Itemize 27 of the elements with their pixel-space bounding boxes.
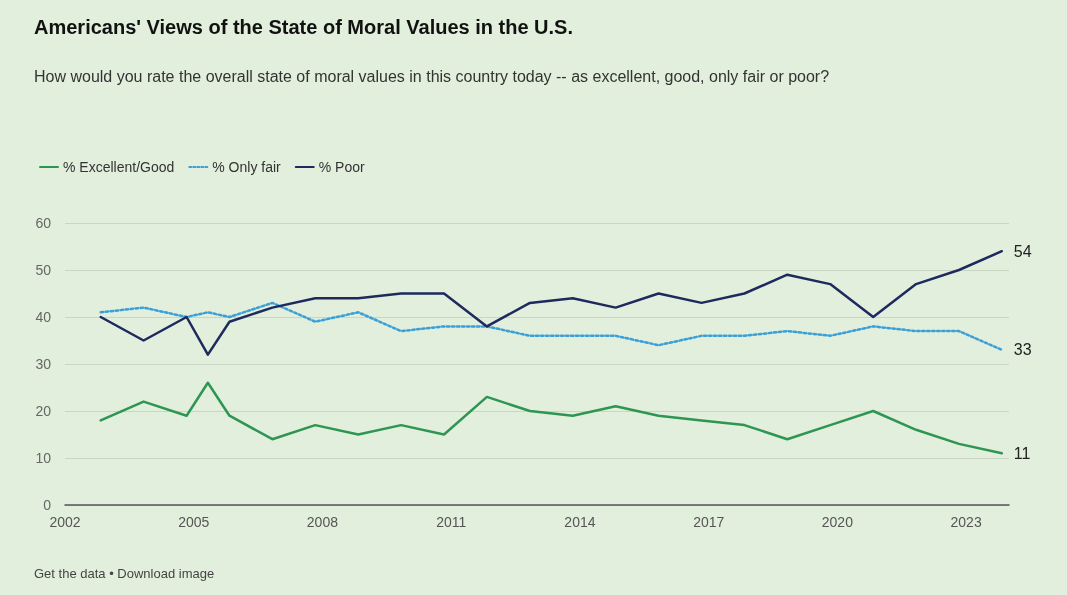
y-tick-label: 50	[35, 262, 52, 278]
line-series	[99, 381, 1004, 455]
legend-label: % Excellent/Good	[63, 159, 175, 175]
line-series	[99, 301, 1004, 352]
chart-title: Americans' Views of the State of Moral Values in the U.S.	[34, 16, 573, 39]
y-tick-label: 10	[35, 450, 52, 466]
data-label: 33	[1013, 341, 1032, 359]
legend-label: % Only fair	[212, 159, 282, 175]
x-tick-label: 2008	[306, 514, 339, 530]
y-tick-label: 30	[35, 356, 52, 372]
text: Get the data • Download image	[34, 566, 215, 581]
legend-label: % Poor	[318, 159, 365, 175]
data-label: 54	[1013, 242, 1032, 260]
y-tick-label: 60	[35, 215, 52, 231]
x-tick-label: 2002	[49, 514, 81, 530]
chart-subtitle: How would you rate the overall state of moral values in this country today -- as excellent, good, only fair or poor?	[34, 67, 831, 87]
x-tick-label: 2020	[821, 514, 854, 530]
x-tick-label: 2017	[693, 514, 725, 530]
y-tick-label: 20	[35, 403, 52, 419]
x-tick-label: 2014	[564, 514, 596, 530]
x-tick-label: 2005	[178, 514, 210, 530]
y-tick-label: 0	[43, 497, 52, 513]
x-tick-label: 2023	[950, 514, 982, 530]
data-label: 11	[1013, 444, 1031, 462]
line-series	[99, 249, 1004, 356]
y-tick-label: 40	[35, 309, 52, 325]
x-tick-label: 2011	[436, 514, 467, 530]
